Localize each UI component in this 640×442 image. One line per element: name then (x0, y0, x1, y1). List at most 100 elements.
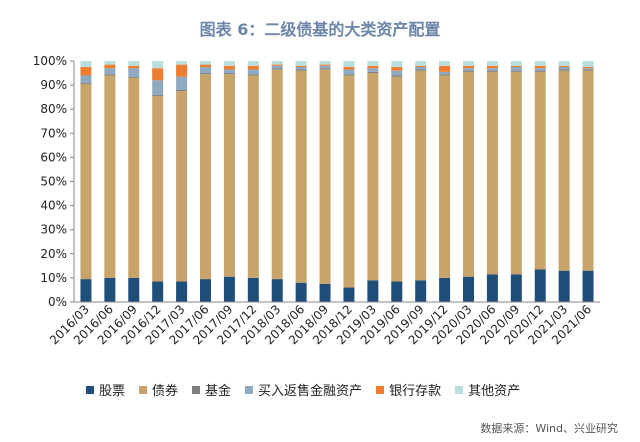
legend-label: 基金 (205, 384, 232, 399)
bar-segment (247, 277, 259, 302)
legend-item: 股票 (86, 380, 125, 399)
bar-segment (415, 61, 427, 66)
legend-label: 买入返售金融资产 (258, 384, 363, 399)
bar-segment (271, 279, 283, 302)
bar-segment (510, 274, 522, 302)
bar-segment (439, 61, 451, 66)
bar-segment (486, 70, 498, 72)
bar-segment (104, 277, 116, 302)
bar-segment (391, 67, 403, 71)
y-tick-label: 10% (40, 271, 67, 285)
bar-segment (295, 69, 307, 71)
bar-segment (152, 94, 164, 96)
bar-segment (391, 75, 403, 77)
bar-segment (271, 68, 283, 70)
bar-segment (463, 276, 474, 302)
bar-segment (271, 61, 283, 65)
bar-segment (463, 68, 474, 71)
bar-segment (271, 65, 283, 69)
bar-segment (152, 61, 164, 69)
bar-segment (558, 67, 570, 70)
bar-segment (367, 280, 379, 302)
bar-segment (510, 61, 522, 66)
bar-segment (391, 76, 403, 282)
bar-segment (367, 73, 379, 281)
legend-item: 买入返售金融资产 (245, 380, 362, 399)
y-tick-label: 20% (40, 247, 67, 261)
bar-segment (582, 69, 594, 71)
bar-segment (534, 70, 546, 72)
legend-item: 其他资产 (455, 380, 520, 399)
bar-segment (104, 74, 116, 76)
bar-segment (439, 74, 451, 76)
bar-segment (247, 74, 259, 76)
bar-segment (343, 61, 355, 68)
bar-segment (463, 70, 474, 72)
bar-segment (319, 61, 331, 65)
bar-segment (295, 70, 307, 283)
bar-segment (319, 64, 331, 66)
bar-segment (367, 65, 379, 69)
bar-segment (558, 69, 570, 71)
bar-segment (104, 61, 116, 65)
bar-segment (128, 61, 140, 66)
bar-segment (247, 61, 259, 66)
bar-segment (367, 68, 379, 72)
bar-segment (200, 64, 211, 68)
bar-segment (343, 287, 355, 302)
bar-segment (343, 69, 355, 75)
bar-segment (152, 95, 164, 282)
bar-segment (534, 61, 546, 66)
bar-segment (295, 282, 307, 302)
bar-segment (319, 68, 331, 70)
bar-segment (200, 73, 211, 75)
bar-segment (463, 61, 474, 66)
bar-segment (486, 274, 498, 302)
legend-item: 银行存款 (376, 380, 441, 399)
legend-swatch (455, 385, 464, 394)
bar-segment (247, 65, 259, 70)
bar-segment (80, 82, 92, 84)
bar-segment (247, 75, 259, 278)
x-axis: 2016/032016/062016/092016/122017/032017/… (47, 301, 600, 347)
bar-segment (510, 67, 522, 71)
bar-segment (295, 65, 307, 68)
bar-segment (104, 75, 116, 278)
legend-swatch (245, 385, 254, 394)
bar-segment (104, 64, 116, 69)
bar-segment (367, 61, 379, 66)
bar-segment (200, 279, 211, 302)
bar-segment (319, 65, 331, 69)
bar-segment (343, 67, 355, 70)
bar-segment (391, 281, 403, 302)
bar-segment (582, 61, 594, 68)
bar-segment (439, 277, 451, 302)
source-note: 数据来源：Wind、兴业研究 (480, 422, 618, 435)
bar-segment (319, 283, 331, 302)
bar-segment (510, 70, 522, 72)
bar-segment (343, 74, 355, 76)
legend-swatch (139, 385, 148, 394)
bar-segment (128, 65, 140, 69)
bar-segment (223, 74, 235, 277)
bar-segment (582, 67, 594, 69)
bar-segment (223, 276, 235, 302)
y-tick-label: 0% (48, 295, 67, 309)
bar-segment (439, 65, 451, 72)
y-tick-label: 90% (40, 78, 67, 92)
bar-segment (80, 279, 92, 302)
bar-segment (200, 67, 211, 74)
bar-segment (295, 67, 307, 70)
legend-item: 基金 (192, 380, 231, 399)
bar-segment (558, 270, 570, 302)
bar-segment (582, 70, 594, 271)
bar-segment (439, 75, 451, 278)
y-axis: 0% 10% 20% 30% 40% 50% 60% 70% 80% 90% 100% (33, 54, 75, 309)
bar-segment (510, 65, 522, 68)
bar-segment (510, 71, 522, 275)
legend-label: 银行存款 (389, 384, 442, 399)
legend-swatch (86, 385, 94, 394)
bar-segment (247, 69, 259, 75)
bar-segment (200, 74, 211, 280)
bar-segment (295, 61, 307, 66)
